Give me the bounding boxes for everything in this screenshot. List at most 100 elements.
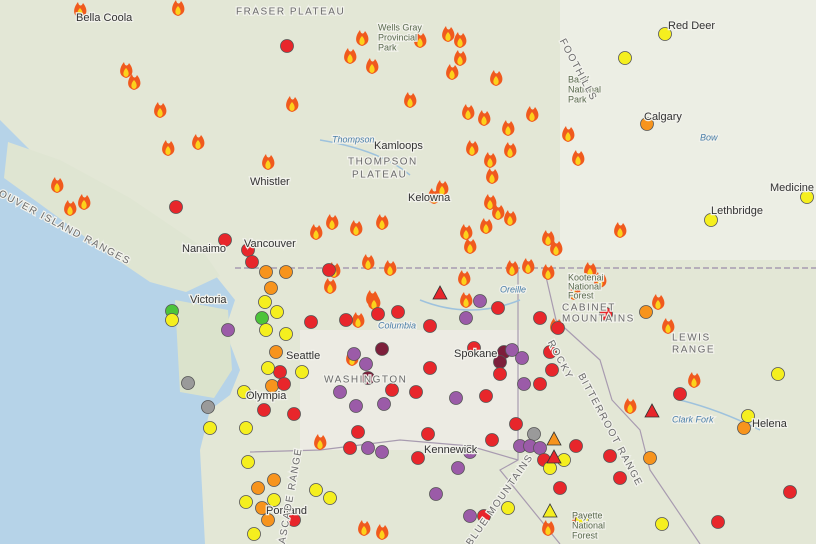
air-quality-marker[interactable] — [359, 357, 373, 371]
air-quality-marker[interactable] — [533, 377, 547, 391]
air-quality-marker[interactable] — [280, 39, 294, 53]
air-quality-marker[interactable] — [169, 200, 183, 214]
air-quality-marker[interactable] — [800, 190, 814, 204]
air-quality-marker[interactable] — [545, 363, 559, 377]
air-quality-marker[interactable] — [255, 311, 269, 325]
air-quality-marker[interactable] — [221, 323, 235, 337]
air-quality-marker[interactable] — [429, 487, 443, 501]
air-quality-marker[interactable] — [277, 377, 291, 391]
air-quality-marker[interactable] — [711, 515, 725, 529]
air-quality-marker[interactable] — [459, 311, 473, 325]
air-quality-marker[interactable] — [323, 491, 337, 505]
air-quality-marker[interactable] — [385, 383, 399, 397]
air-quality-marker[interactable] — [639, 305, 653, 319]
air-quality-marker[interactable] — [273, 365, 287, 379]
air-quality-marker[interactable] — [270, 305, 284, 319]
air-quality-marker[interactable] — [241, 455, 255, 469]
air-quality-marker[interactable] — [421, 427, 435, 441]
air-quality-marker[interactable] — [463, 509, 477, 523]
air-quality-marker[interactable] — [247, 527, 261, 541]
air-quality-marker[interactable] — [569, 439, 583, 453]
air-quality-marker[interactable] — [771, 367, 785, 381]
air-quality-marker[interactable] — [375, 445, 389, 459]
air-quality-marker[interactable] — [295, 365, 309, 379]
air-quality-marker[interactable] — [423, 361, 437, 375]
air-quality-marker[interactable] — [333, 385, 347, 399]
air-quality-marker[interactable] — [515, 351, 529, 365]
air-quality-marker[interactable] — [423, 319, 437, 333]
air-quality-marker[interactable] — [237, 385, 251, 399]
air-quality-marker[interactable] — [201, 400, 215, 414]
air-quality-marker[interactable] — [655, 517, 669, 531]
air-quality-marker[interactable] — [603, 449, 617, 463]
air-quality-marker[interactable] — [409, 385, 423, 399]
sensor-marker[interactable] — [542, 503, 558, 518]
air-quality-marker[interactable] — [551, 321, 565, 335]
air-quality-marker[interactable] — [343, 441, 357, 455]
air-quality-marker[interactable] — [267, 493, 281, 507]
air-quality-marker[interactable] — [493, 367, 507, 381]
air-quality-marker[interactable] — [267, 473, 281, 487]
air-quality-marker[interactable] — [287, 407, 301, 421]
air-quality-marker[interactable] — [533, 441, 547, 455]
air-quality-marker[interactable] — [259, 323, 273, 337]
air-quality-marker[interactable] — [411, 451, 425, 465]
air-quality-marker[interactable] — [239, 495, 253, 509]
air-quality-marker[interactable] — [501, 501, 515, 515]
air-quality-marker[interactable] — [279, 265, 293, 279]
air-quality-marker[interactable] — [704, 213, 718, 227]
air-quality-marker[interactable] — [463, 445, 477, 459]
air-quality-marker[interactable] — [741, 409, 755, 423]
air-quality-marker[interactable] — [527, 427, 541, 441]
air-quality-marker[interactable] — [349, 399, 363, 413]
air-quality-marker[interactable] — [261, 361, 275, 375]
air-quality-marker[interactable] — [479, 389, 493, 403]
air-quality-marker[interactable] — [509, 417, 523, 431]
air-quality-marker[interactable] — [371, 307, 385, 321]
air-quality-marker[interactable] — [599, 307, 613, 321]
air-quality-marker[interactable] — [473, 294, 487, 308]
air-quality-marker[interactable] — [269, 345, 283, 359]
air-quality-marker[interactable] — [257, 403, 271, 417]
air-quality-marker[interactable] — [165, 313, 179, 327]
air-quality-marker[interactable] — [491, 301, 505, 315]
air-quality-marker[interactable] — [304, 315, 318, 329]
air-quality-marker[interactable] — [783, 485, 797, 499]
air-quality-marker[interactable] — [218, 233, 232, 247]
air-quality-marker[interactable] — [245, 255, 259, 269]
air-quality-marker[interactable] — [613, 471, 627, 485]
air-quality-marker[interactable] — [505, 343, 519, 357]
air-quality-marker[interactable] — [255, 501, 269, 515]
air-quality-marker[interactable] — [261, 513, 275, 527]
sensor-marker[interactable] — [546, 449, 562, 464]
air-quality-marker[interactable] — [361, 441, 375, 455]
air-quality-marker[interactable] — [543, 345, 557, 359]
air-quality-marker[interactable] — [658, 27, 672, 41]
air-quality-marker[interactable] — [309, 483, 323, 497]
air-quality-marker[interactable] — [575, 513, 589, 527]
air-quality-marker[interactable] — [467, 341, 481, 355]
air-quality-marker[interactable] — [258, 295, 272, 309]
air-quality-marker[interactable] — [640, 117, 654, 131]
sensor-marker[interactable] — [546, 431, 562, 446]
air-quality-marker[interactable] — [737, 421, 751, 435]
air-quality-marker[interactable] — [618, 51, 632, 65]
air-quality-marker[interactable] — [351, 425, 365, 439]
sensor-marker[interactable] — [644, 403, 660, 418]
air-quality-marker[interactable] — [181, 376, 195, 390]
air-quality-marker[interactable] — [287, 513, 301, 527]
air-quality-marker[interactable] — [361, 371, 375, 385]
air-quality-marker[interactable] — [264, 281, 278, 295]
air-quality-marker[interactable] — [203, 421, 217, 435]
air-quality-marker[interactable] — [391, 305, 405, 319]
air-quality-marker[interactable] — [451, 461, 465, 475]
air-quality-marker[interactable] — [377, 397, 391, 411]
air-quality-marker[interactable] — [477, 509, 491, 523]
air-quality-marker[interactable] — [485, 433, 499, 447]
air-quality-marker[interactable] — [239, 421, 253, 435]
air-quality-marker[interactable] — [449, 391, 463, 405]
air-quality-marker[interactable] — [643, 451, 657, 465]
air-quality-marker[interactable] — [533, 311, 547, 325]
air-quality-marker[interactable] — [553, 481, 567, 495]
air-quality-marker[interactable] — [259, 265, 273, 279]
